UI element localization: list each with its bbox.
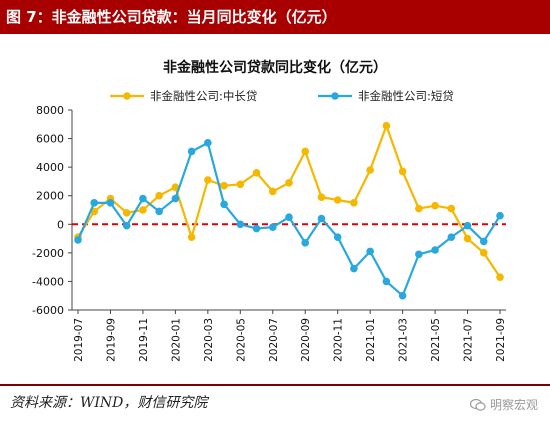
data-point: [236, 180, 245, 189]
data-point: [122, 221, 131, 230]
y-tick-label: -2000: [32, 247, 64, 260]
data-point: [187, 147, 196, 156]
data-point: [285, 179, 293, 187]
data-point: [301, 239, 310, 247]
data-point: [204, 139, 212, 147]
data-point: [479, 249, 488, 257]
x-tick-label: 2021-07: [463, 318, 475, 362]
data-point: [447, 204, 456, 213]
y-tick-label: 8000: [36, 104, 64, 117]
data-point: [268, 223, 277, 231]
data-point: [204, 176, 212, 184]
data-point: [187, 233, 196, 241]
series-layer: [74, 121, 504, 300]
x-tick-label: 2019-07: [73, 318, 85, 362]
source-note: 资料来源：WIND，财信研究院: [10, 395, 208, 411]
y-tick-label: -4000: [32, 275, 64, 288]
data-point: [398, 167, 407, 176]
x-tick-label: 2021-01: [365, 318, 377, 362]
legend-item: 非金融性公司:短贷: [318, 89, 454, 103]
data-point: [447, 233, 456, 241]
y-tick-label: -6000: [32, 304, 64, 317]
series-medium-long-loans: [74, 121, 504, 281]
data-point: [268, 187, 277, 196]
watermark-text: 明察宏观: [489, 398, 538, 412]
legend: 非金融性公司:中长贷 非金融性公司:短贷: [110, 89, 454, 103]
data-point: [155, 191, 163, 200]
data-point: [220, 200, 228, 209]
data-point: [139, 194, 147, 203]
y-tick-label: 2000: [36, 190, 64, 203]
x-tick-label: 2020-09: [300, 318, 312, 362]
series-short-loans: [74, 139, 504, 300]
data-point: [366, 247, 374, 256]
line-chart: 非金融性公司贷款同比变化（亿元） 非金融性公司:中长贷 非金融性公司:短贷 -60…: [32, 59, 507, 362]
data-point: [366, 166, 374, 174]
chart-title: 非金融性公司贷款同比变化（亿元）: [163, 59, 387, 76]
x-tick-label: 2020-11: [333, 318, 345, 362]
data-point: [350, 264, 358, 273]
y-tick-label: 0: [57, 218, 64, 231]
legend-swatch-marker: [123, 92, 131, 100]
data-point: [122, 209, 131, 217]
divider: [0, 384, 550, 386]
data-point: [155, 207, 163, 216]
data-point: [350, 199, 358, 207]
data-point: [252, 169, 261, 177]
x-tick-label: 2021-09: [495, 318, 507, 362]
data-point: [479, 237, 488, 246]
x-tick-label: 2021-03: [398, 318, 410, 362]
data-point: [285, 213, 293, 221]
x-tick-label: 2020-01: [170, 318, 182, 362]
data-point: [463, 234, 472, 243]
x-tick-label: 2020-05: [235, 318, 247, 362]
data-point: [398, 291, 407, 300]
data-point: [431, 246, 439, 254]
data-point: [171, 183, 180, 191]
data-point: [496, 211, 504, 220]
data-point: [496, 273, 504, 281]
legend-label: 非金融性公司:短贷: [358, 89, 454, 103]
data-point: [317, 193, 326, 201]
data-point: [106, 199, 115, 207]
x-tick-label: 2021-05: [430, 318, 442, 362]
data-point: [333, 196, 342, 204]
y-tick-label: 4000: [36, 161, 64, 174]
figure-caption: 图 7：非金融性公司贷款：当月同比变化（亿元）: [0, 0, 550, 34]
watermark: 明察宏观: [469, 396, 538, 413]
data-point: [236, 220, 245, 229]
data-point: [382, 121, 391, 130]
data-point: [415, 250, 423, 259]
legend-swatch-marker: [331, 92, 339, 100]
legend-item: 非金融性公司:中长贷: [110, 89, 257, 103]
data-point: [415, 204, 423, 213]
legend-label: 非金融性公司:中长贷: [150, 89, 257, 103]
data-point: [463, 221, 472, 230]
data-point: [317, 214, 326, 223]
wechat-icon: [469, 398, 486, 411]
data-point: [431, 201, 439, 210]
data-point: [333, 233, 342, 241]
axes: -6000 -4000 -2000 0 2000 4000 6000 8000 2019-07 2…: [32, 104, 507, 362]
x-tick-label: 2019-09: [105, 318, 117, 362]
data-point: [301, 147, 310, 156]
y-tick-label: 6000: [36, 133, 64, 146]
data-point: [171, 194, 180, 203]
data-point: [90, 199, 99, 207]
x-tick-label: 2020-03: [203, 318, 215, 362]
data-point: [74, 236, 82, 244]
data-point: [252, 224, 261, 233]
x-tick-label: 2019-11: [138, 318, 150, 362]
data-point: [220, 181, 228, 190]
data-point: [382, 277, 391, 286]
data-point: [139, 206, 147, 214]
x-tick-label: 2020-07: [268, 318, 280, 362]
